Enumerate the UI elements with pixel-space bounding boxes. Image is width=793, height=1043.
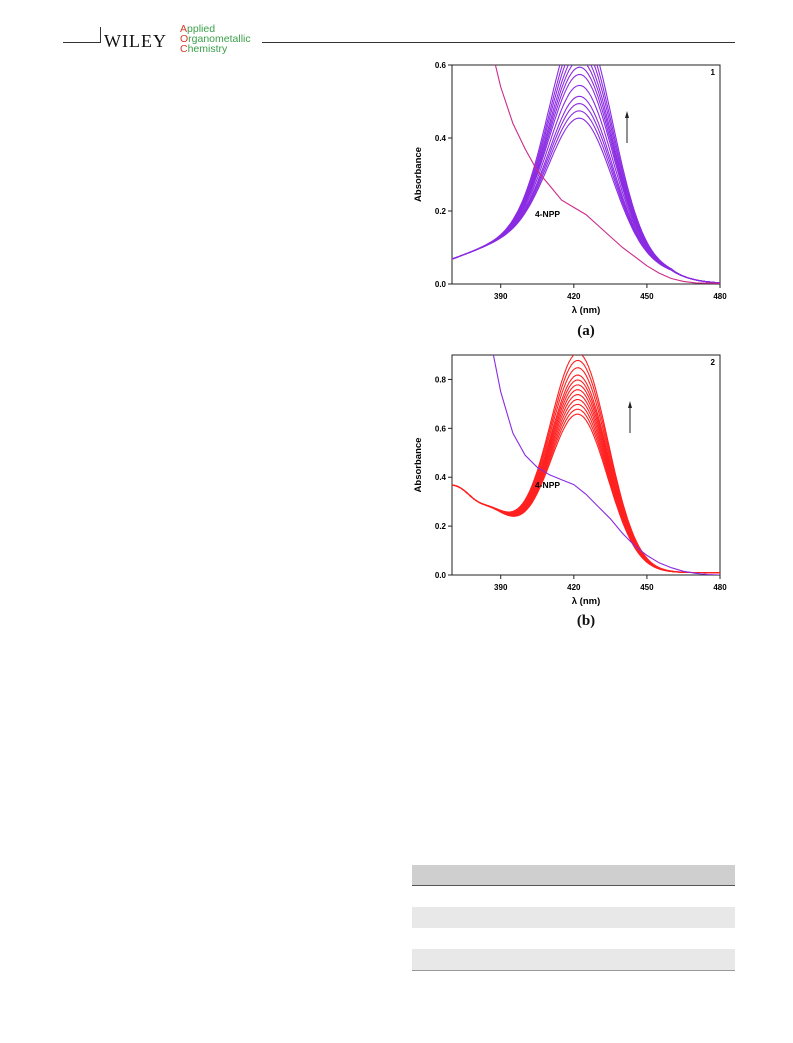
table-row [412, 949, 735, 971]
increase-arrow-head [625, 111, 629, 118]
plot-frame [451, 354, 721, 576]
x-tick-label: 420 [567, 292, 581, 301]
spectrum-line [452, 73, 720, 284]
spectrum-line [452, 110, 720, 284]
x-tick-label: 390 [494, 583, 508, 592]
spectrum-line [452, 65, 720, 284]
y-tick-label: 0.6 [435, 424, 447, 433]
annotation-label: 4-NPP [535, 209, 560, 219]
x-tick-label: 450 [640, 292, 654, 301]
reference-spectrum-line [492, 355, 720, 575]
panel-number: 2 [711, 358, 716, 367]
figure-caption-b: (b) [576, 613, 596, 629]
spectrum-line [452, 367, 720, 574]
plot-frame [451, 64, 721, 285]
spectrum-line [452, 403, 720, 574]
x-tick-label: 420 [567, 583, 581, 592]
x-axis-label: λ (nm) [572, 596, 601, 607]
table-row [412, 928, 735, 949]
y-axis-label: Absorbance [413, 147, 424, 202]
spectrum-line [452, 103, 720, 284]
journal-header: WILEY Applied Organometallic Chemistry [0, 0, 793, 70]
table-header-row [412, 865, 735, 886]
increase-arrow-head [628, 401, 632, 408]
spectrum-line [452, 394, 720, 574]
y-tick-label: 0.4 [435, 473, 447, 482]
table-row [412, 886, 735, 907]
table [412, 865, 735, 971]
y-tick-label: 0.0 [435, 571, 447, 580]
header-rule-right [262, 42, 735, 43]
figure-caption-a: (a) [577, 323, 595, 339]
journal-logo: Applied Organometallic Chemistry [180, 23, 251, 55]
spectrum-line [452, 389, 720, 574]
x-tick-label: 450 [640, 583, 654, 592]
reference-spectrum-line [494, 65, 720, 284]
spectrum-line [452, 374, 720, 574]
spectrum-line [452, 84, 720, 284]
spectrum-line [452, 95, 720, 284]
y-axis-label: Absorbance [413, 438, 424, 493]
x-tick-label: 480 [713, 583, 727, 592]
publisher-logo: WILEY [102, 31, 169, 52]
spectrum-line [452, 117, 720, 284]
y-tick-label: 0.4 [435, 134, 447, 143]
y-tick-label: 0.6 [435, 61, 447, 70]
header-rule-left [63, 42, 101, 43]
absorbance-chart-b: 390 420 450 480 0.0 0.2 0.4 0.6 0.8 λ (nm) Absorba… [413, 354, 727, 607]
y-tick-label: 0.0 [435, 280, 447, 289]
y-tick-label: 0.2 [435, 522, 447, 531]
y-tick-label: 0.2 [435, 207, 447, 216]
spectrum-line [452, 355, 720, 574]
annotation-label: 4-NPP [535, 480, 560, 490]
x-tick-label: 480 [713, 292, 727, 301]
spectrum-line [452, 408, 720, 574]
x-axis-label: λ (nm) [572, 305, 601, 316]
spectrum-line [452, 398, 720, 574]
spectrum-line [452, 379, 720, 574]
absorbance-chart-a: 390 420 450 480 0.0 0.2 0.4 0.6 λ (nm) Absorbance… [413, 61, 727, 316]
x-tick-label: 390 [494, 292, 508, 301]
panel-number: 1 [711, 68, 716, 77]
spectrum-line [452, 384, 720, 574]
header-tick [100, 27, 101, 42]
spectrum-line [452, 65, 720, 284]
y-tick-label: 0.8 [435, 375, 447, 384]
spectrum-line [452, 413, 720, 574]
table-row [412, 907, 735, 928]
